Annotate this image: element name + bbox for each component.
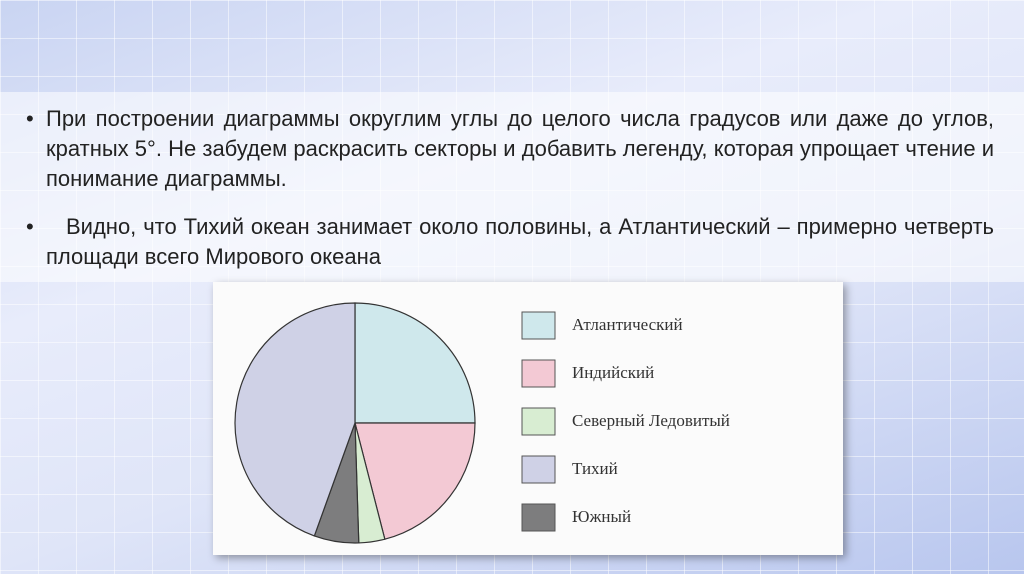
legend-swatch [521, 359, 556, 388]
legend-label: Атлантический [572, 315, 683, 334]
bullet-text: Видно, что Тихий океан занимает около по… [46, 214, 994, 269]
legend-swatch [521, 407, 556, 436]
chart: Атлантический Индийский Северный Ледовитый… [234, 302, 730, 544]
bullet: • Видно, что Тихий океан занимает около п… [26, 212, 994, 272]
chart-card: Атлантический Индийский Северный Ледовитый… [213, 282, 843, 555]
legend-swatch [521, 311, 556, 340]
text-band [0, 92, 1024, 282]
bullet-text: При построении диаграммы округлим углы д… [46, 106, 994, 191]
pie-slice [354, 302, 476, 424]
legend-label: Южный [572, 507, 631, 526]
pie-slice [234, 302, 356, 537]
bullet: • При построении диаграммы округлим углы … [26, 104, 994, 194]
pie-slice [354, 422, 476, 540]
legend-swatch [521, 455, 556, 484]
legend-label: Тихий [572, 459, 618, 478]
legend-label: Индийский [572, 363, 654, 382]
legend-label: Северный Ледовитый [572, 411, 730, 430]
legend-swatch [521, 503, 556, 532]
